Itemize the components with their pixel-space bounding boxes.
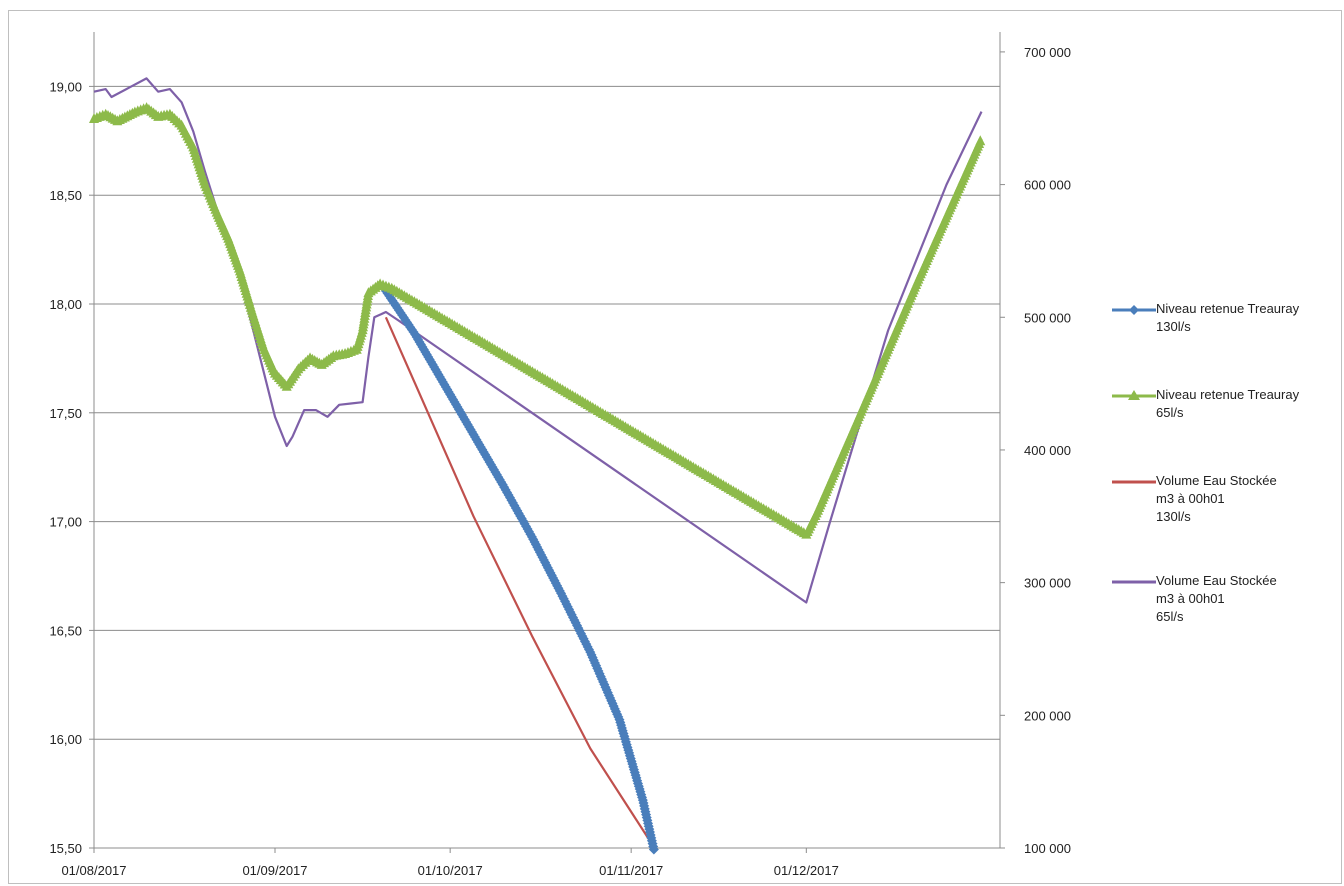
y-left-tick-label: 17,00 — [49, 515, 82, 530]
y-left-tick-label: 17,50 — [49, 406, 82, 421]
y-right-tick-label: 400 000 — [1024, 443, 1071, 458]
x-tick-label: 01/09/2017 — [242, 863, 307, 878]
series-line-3 — [93, 77, 983, 604]
x-tick-label: 01/10/2017 — [418, 863, 483, 878]
legend-swatch-purple — [1112, 576, 1156, 586]
y-right-tick-label: 700 000 — [1024, 45, 1071, 60]
y-left-tick-label: 18,50 — [49, 188, 82, 203]
legend-label: Niveau retenue Treauray 130l/s — [1156, 301, 1300, 334]
x-tick-label: 01/11/2017 — [599, 863, 663, 878]
legend-label: Volume Eau Stockée m3 à 00h01 65l/s — [1156, 573, 1277, 624]
chart-legend: Niveau retenue Treauray 130l/s Niveau re… — [1112, 300, 1344, 658]
y-left-tick-label: 16,00 — [49, 732, 82, 747]
series-line-0 — [384, 290, 656, 853]
legend-item: Volume Eau Stockée m3 à 00h01 130l/s — [1112, 472, 1344, 572]
legend-item: Niveau retenue Treauray 65l/s — [1112, 386, 1344, 472]
legend-item: Niveau retenue Treauray 130l/s — [1112, 300, 1344, 386]
x-tick-label: 01/08/2017 — [61, 863, 126, 878]
x-tick-label: 01/12/2017 — [774, 863, 839, 878]
y-right-tick-label: 100 000 — [1024, 841, 1071, 856]
y-left-tick-label: 15,50 — [49, 841, 82, 856]
legend-label: Volume Eau Stockée m3 à 00h01 130l/s — [1156, 473, 1277, 524]
y-right-tick-label: 600 000 — [1024, 178, 1071, 193]
legend-swatch-blue — [1112, 304, 1156, 315]
series-line-1 — [93, 106, 983, 536]
y-left-tick-label: 18,00 — [49, 297, 82, 312]
y-right-tick-label: 500 000 — [1024, 310, 1071, 325]
legend-item: Volume Eau Stockée m3 à 00h01 65l/s — [1112, 572, 1344, 658]
y-left-tick-label: 19,00 — [49, 79, 82, 94]
data-point — [975, 135, 986, 146]
y-right-tick-label: 200 000 — [1024, 708, 1071, 723]
y-left-tick-label: 16,50 — [49, 623, 82, 638]
legend-swatch-green — [1112, 390, 1156, 400]
legend-label: Niveau retenue Treauray 65l/s — [1156, 387, 1300, 420]
data-point — [648, 844, 659, 855]
legend-swatch-red — [1112, 476, 1156, 486]
series-line-2 — [384, 316, 656, 849]
y-right-tick-label: 300 000 — [1024, 576, 1071, 591]
chart-frame — [8, 10, 1342, 884]
